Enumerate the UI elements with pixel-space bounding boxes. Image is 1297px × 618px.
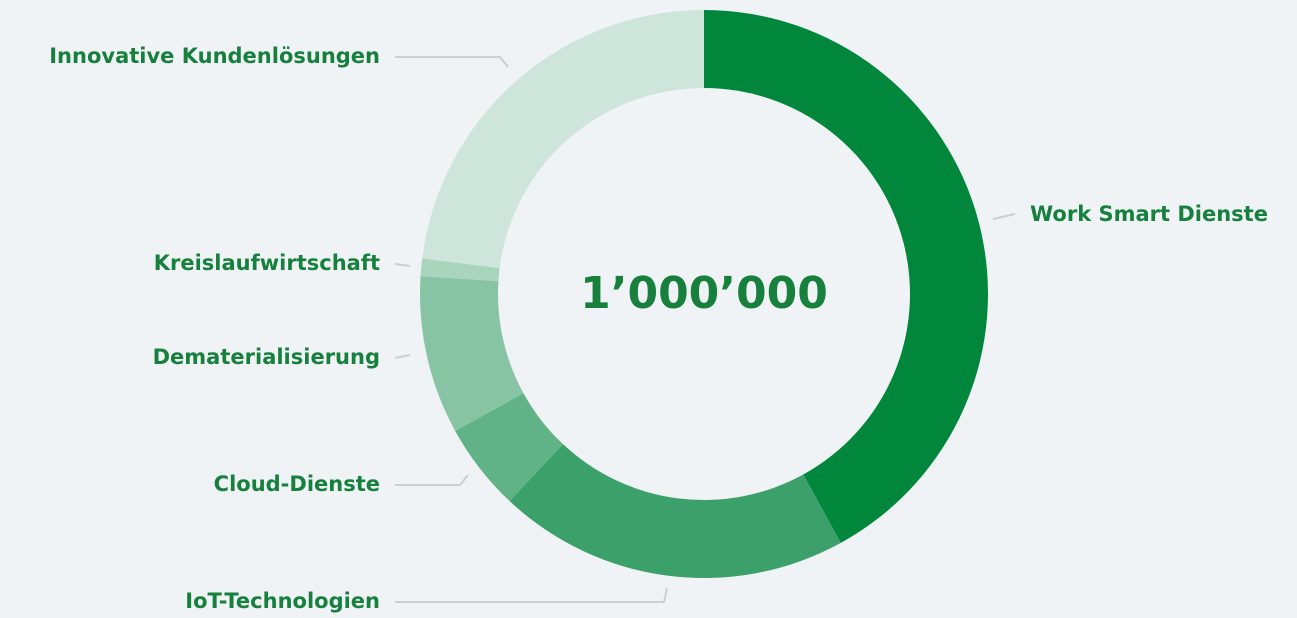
donut-segment (455, 393, 563, 502)
leader-line (992, 213, 1016, 220)
segment-label: Innovative Kundenlösungen (49, 44, 380, 68)
leader-line (394, 354, 411, 359)
donut-segment (420, 258, 500, 282)
segment-label: Dematerialisierung (153, 345, 380, 369)
leader-line (395, 587, 668, 603)
leader-line (395, 474, 469, 486)
donut-segment (509, 444, 841, 578)
leader-line (395, 56, 509, 68)
segment-label: IoT-Technologien (185, 589, 380, 613)
center-total: 1’000’000 (580, 268, 828, 319)
segment-label: Work Smart Dienste (1030, 202, 1268, 226)
segment-label: Cloud-Dienste (214, 472, 380, 496)
leader-line (394, 263, 411, 267)
donut-segment (704, 10, 988, 543)
donut-segment (420, 276, 524, 431)
segment-label: Kreislaufwirtschaft (154, 251, 380, 275)
donut-segment (422, 10, 704, 269)
